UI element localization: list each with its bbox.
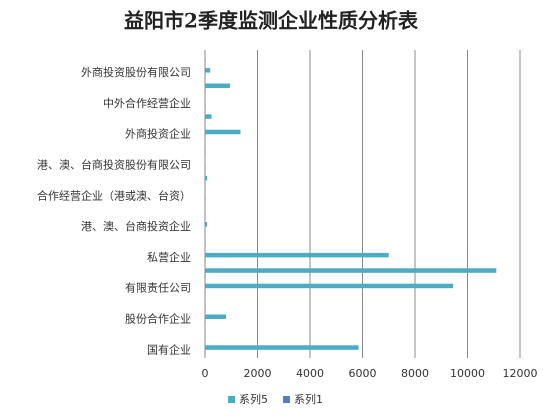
y-tick-label: 合作经营企业（港或澳、台资） (37, 188, 191, 202)
y-tick-label: 外商投资企业 (125, 127, 191, 141)
bar (205, 180, 206, 186)
x-tick-label: 0 (202, 367, 209, 380)
bar (205, 119, 206, 124)
x-tick-label: 6000 (349, 367, 377, 380)
bar (205, 304, 206, 309)
legend-label: 系列5 (239, 392, 268, 406)
y-tick-label: 港、澳、台商投资企业 (81, 219, 191, 233)
y-tick-label: 外商投资股份有限公司 (81, 65, 191, 79)
bar (205, 288, 206, 294)
x-tick-label: 10000 (450, 367, 485, 380)
bar (205, 334, 206, 340)
bar (205, 165, 206, 170)
x-tick-label: 2000 (244, 367, 272, 380)
bar (205, 103, 206, 109)
legend-label: 系列1 (294, 392, 323, 406)
bar (205, 319, 206, 324)
bar (205, 222, 208, 227)
bar (205, 257, 206, 263)
bar (205, 73, 206, 78)
y-tick-label: 国有企业 (147, 342, 191, 356)
bar (205, 57, 206, 63)
bar (205, 345, 359, 350)
bar (205, 83, 230, 88)
y-tick-label: 有限责任公司 (125, 281, 191, 295)
bar (205, 268, 497, 273)
bar (205, 314, 226, 319)
bar (205, 150, 206, 155)
bar (205, 129, 241, 135)
bar (205, 227, 206, 232)
bar (205, 68, 211, 73)
bar (205, 88, 206, 93)
legend-swatch (283, 396, 290, 403)
bar (205, 175, 208, 181)
bar (205, 283, 454, 289)
x-tick-label: 4000 (296, 367, 324, 380)
bar (205, 273, 206, 278)
bar (205, 134, 206, 140)
bar (205, 242, 206, 247)
chart-title: 益阳市2季度监测企业性质分析表 (124, 9, 419, 33)
legend-swatch (228, 396, 235, 403)
bar (205, 252, 389, 258)
bar (205, 350, 206, 355)
bar (205, 114, 212, 119)
y-tick-label: 私营企业 (147, 250, 191, 264)
bar (205, 196, 206, 201)
y-tick-label: 港、澳、台商投资股份有限公司 (37, 158, 191, 172)
y-tick-label: 中外合作经营企业 (103, 96, 191, 110)
y-tick-label: 股份合作企业 (125, 312, 191, 326)
bar (205, 211, 206, 217)
x-tick-label: 8000 (401, 367, 429, 380)
x-tick-label: 12000 (503, 367, 538, 380)
